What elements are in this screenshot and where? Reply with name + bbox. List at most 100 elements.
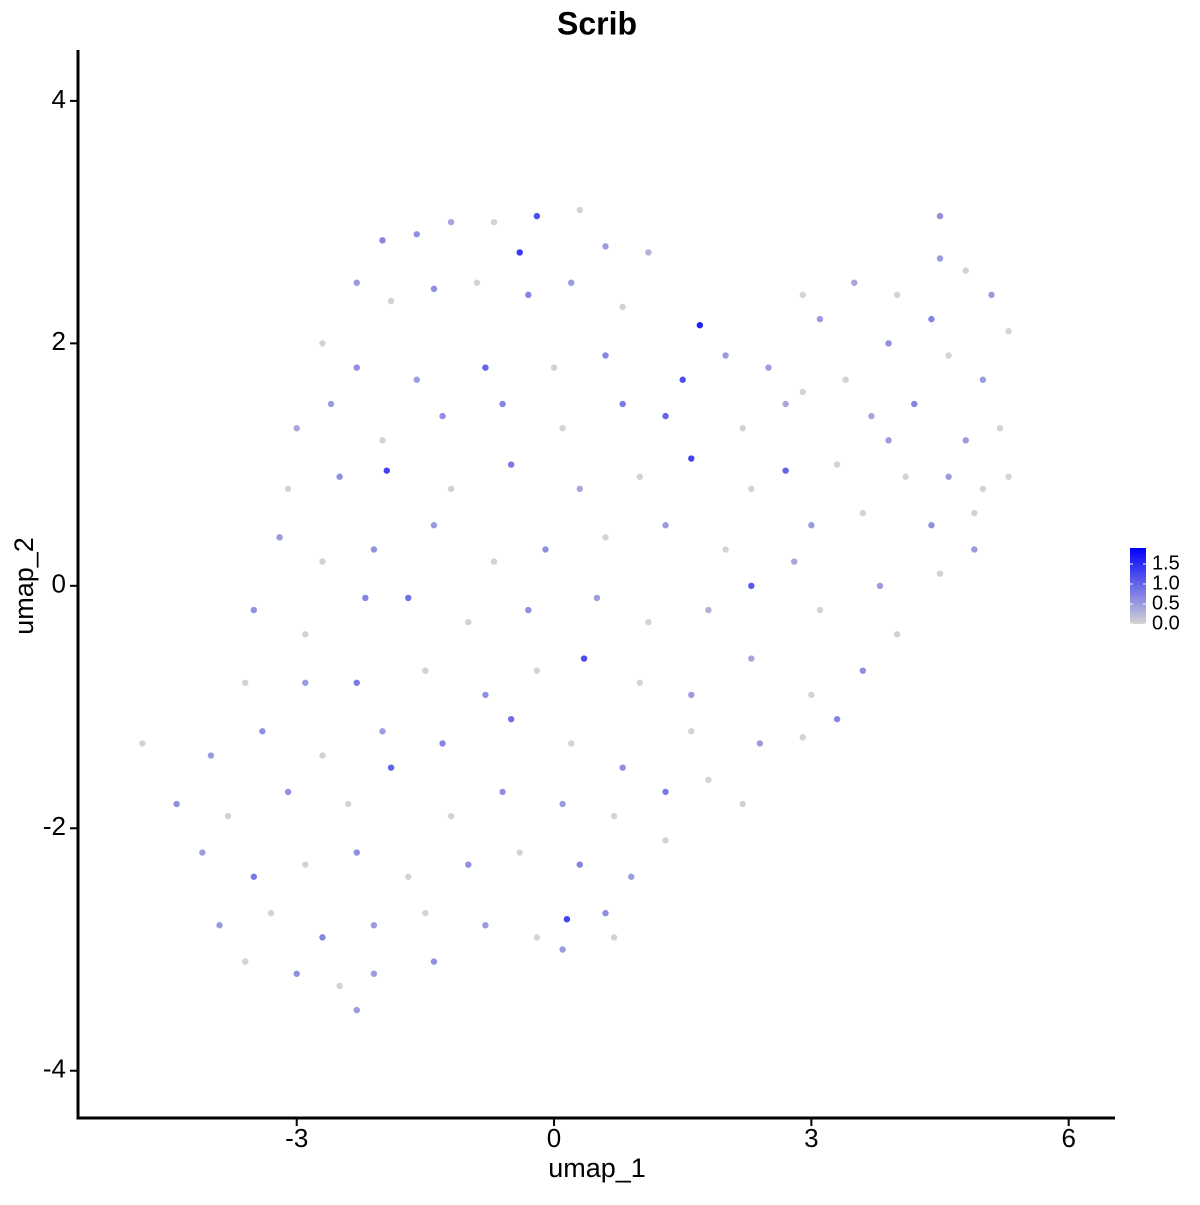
point: [593, 594, 601, 602]
point: [765, 364, 772, 371]
point: [936, 212, 944, 220]
point: [756, 740, 764, 747]
point: [353, 679, 360, 686]
point: [928, 315, 935, 323]
point: [430, 522, 438, 529]
y-tick-label: 2: [52, 326, 66, 356]
point: [465, 861, 472, 868]
point: [430, 958, 438, 965]
point: [139, 740, 146, 747]
point: [413, 376, 421, 383]
point: [885, 340, 892, 347]
point: [353, 279, 360, 286]
point: [413, 231, 421, 238]
point: [473, 279, 481, 286]
point: [199, 849, 206, 856]
point: [662, 412, 669, 420]
point: [662, 837, 669, 844]
point: [748, 655, 755, 662]
point: [782, 467, 789, 474]
point: [979, 485, 987, 493]
point: [284, 485, 292, 493]
point: [405, 873, 412, 880]
point: [422, 667, 429, 674]
point: [971, 546, 978, 553]
point: [370, 922, 378, 929]
y-tick-label: -4: [43, 1054, 66, 1084]
point: [911, 400, 918, 408]
y-tick-label: 0: [52, 569, 66, 599]
point: [224, 812, 232, 820]
point: [722, 352, 729, 359]
point: [902, 473, 909, 480]
colorbar-label: 0.5: [1152, 592, 1180, 614]
point: [559, 946, 566, 953]
point: [696, 321, 704, 329]
point: [525, 606, 532, 614]
point: [284, 788, 292, 796]
point: [688, 728, 695, 735]
point: [851, 279, 858, 286]
point: [739, 425, 746, 432]
point: [302, 679, 309, 686]
point: [499, 400, 506, 408]
point: [808, 522, 815, 529]
chart-title: Scrib: [557, 5, 637, 41]
point: [979, 376, 987, 383]
point: [250, 606, 258, 614]
point: [602, 909, 609, 917]
point: [379, 728, 386, 735]
point: [533, 934, 541, 941]
point: [336, 473, 343, 480]
point: [799, 734, 806, 741]
point: [482, 691, 489, 699]
y-tick-label: -2: [43, 811, 66, 841]
point: [353, 1006, 360, 1014]
point: [525, 291, 532, 299]
point: [293, 425, 300, 432]
point: [516, 849, 523, 856]
point: [936, 570, 944, 577]
point: [482, 922, 489, 929]
point: [387, 297, 395, 305]
point: [988, 291, 995, 299]
point: [576, 485, 583, 493]
point: [996, 425, 1004, 432]
point: [383, 467, 390, 474]
point: [791, 558, 798, 565]
point: [405, 594, 412, 602]
point: [447, 812, 455, 820]
point: [533, 212, 541, 220]
point: [705, 606, 712, 614]
point: [216, 922, 223, 929]
point: [293, 970, 300, 977]
point: [353, 364, 360, 371]
point: [559, 800, 566, 808]
point: [576, 861, 583, 868]
point: [465, 618, 472, 626]
point: [207, 752, 215, 759]
point: [499, 788, 506, 796]
point: [619, 400, 626, 408]
point: [370, 970, 378, 977]
point: [267, 909, 275, 917]
point: [302, 861, 309, 868]
x-tick-label: 6: [1061, 1123, 1075, 1153]
point: [842, 376, 849, 383]
point: [327, 400, 335, 408]
point: [387, 764, 395, 771]
point: [563, 915, 571, 923]
point: [610, 934, 618, 941]
x-tick-label: 0: [547, 1123, 561, 1153]
point: [576, 206, 583, 214]
point: [242, 679, 249, 686]
point: [722, 546, 729, 553]
point: [893, 631, 901, 638]
point: [353, 849, 360, 856]
point: [516, 249, 523, 256]
point: [971, 509, 978, 517]
point: [619, 764, 626, 771]
point: [936, 255, 944, 262]
point: [782, 400, 789, 408]
